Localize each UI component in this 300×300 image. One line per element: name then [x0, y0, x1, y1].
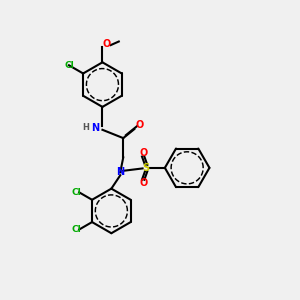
Text: O: O	[103, 40, 111, 50]
Text: Cl: Cl	[71, 225, 81, 234]
Text: Cl: Cl	[64, 61, 74, 70]
Text: N: N	[91, 123, 99, 133]
Text: O: O	[139, 178, 147, 188]
Text: O: O	[139, 148, 147, 158]
Text: N: N	[116, 167, 124, 177]
Text: O: O	[136, 120, 144, 130]
Text: H: H	[83, 123, 89, 132]
Text: S: S	[142, 163, 149, 173]
Text: Cl: Cl	[71, 188, 81, 197]
